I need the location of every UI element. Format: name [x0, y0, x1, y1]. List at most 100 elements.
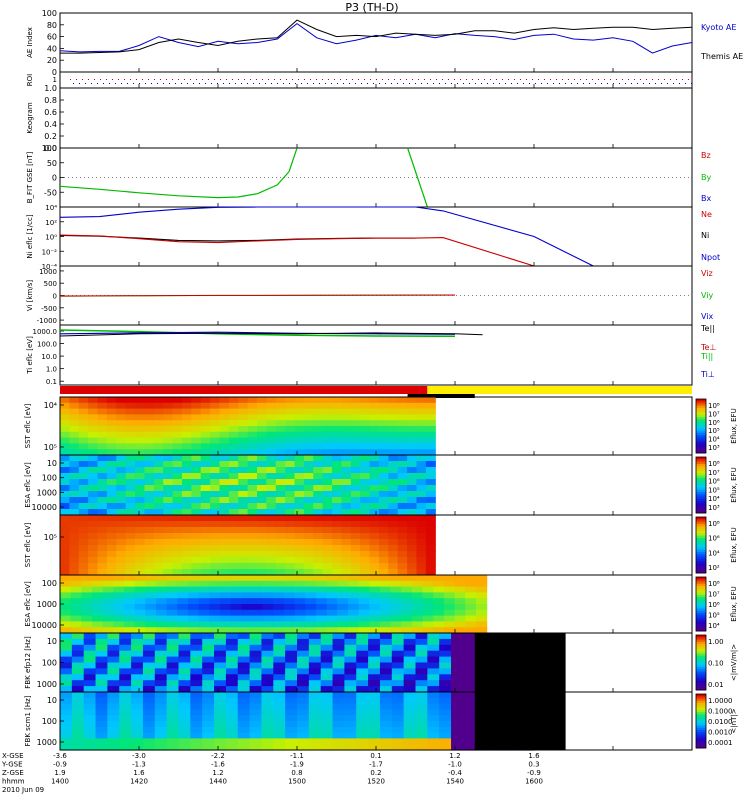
heat-cell — [273, 604, 285, 611]
heat-cell — [294, 539, 305, 546]
heat-cell — [166, 615, 178, 622]
heat-cell — [303, 509, 314, 516]
heat-cell — [427, 697, 440, 705]
heat-cell — [388, 461, 399, 468]
heat-cell — [106, 539, 117, 546]
heat-cell — [214, 744, 227, 751]
heat-cell — [285, 674, 298, 681]
heat-cell — [397, 503, 408, 510]
heat-cell — [178, 692, 191, 699]
heat-cell — [294, 420, 305, 427]
heat-cell — [172, 485, 183, 492]
roi-dot — [304, 79, 305, 80]
heat-cell — [344, 650, 357, 658]
heat-cell — [341, 485, 352, 492]
heat-cell — [378, 551, 389, 558]
heat-cell — [83, 697, 97, 705]
heat-cell — [214, 633, 227, 640]
heat-cell — [369, 397, 380, 404]
heat-cell — [153, 455, 164, 462]
footer-hhmm-value: 1400 — [51, 778, 69, 786]
heat-cell — [439, 703, 452, 710]
heat-cell — [320, 703, 334, 710]
heat-cell — [241, 627, 253, 634]
heat-cell — [237, 692, 251, 699]
heat-cell — [285, 563, 296, 570]
heat-cell — [145, 609, 157, 617]
heat-cell — [181, 467, 192, 474]
roi-ylabel: ROI — [26, 74, 34, 86]
heat-cell — [125, 515, 136, 522]
heat-cell — [238, 527, 249, 534]
heat-cell — [154, 709, 168, 716]
heat-cell — [187, 604, 200, 611]
roi-dot — [670, 79, 671, 80]
heat-cell — [247, 420, 258, 427]
heat-cell — [358, 575, 370, 582]
heat-cell — [78, 509, 89, 516]
heat-cell — [422, 598, 434, 605]
heat-cell — [202, 721, 215, 728]
sst-ion-colorbar-label: 10³ — [708, 444, 720, 452]
heat-cell — [135, 449, 146, 456]
heat-cell — [273, 638, 286, 646]
heat-cell — [131, 721, 144, 728]
heat-cell — [356, 656, 369, 664]
heat-cell — [358, 580, 370, 588]
heat-cell — [210, 491, 221, 498]
heat-cell — [337, 580, 349, 588]
sst-e-colorbar-cell — [696, 561, 706, 565]
heat-cell — [131, 680, 144, 687]
heat-cell — [219, 621, 232, 628]
heat-cell — [275, 479, 286, 486]
heat-cell — [200, 491, 211, 498]
heat-cell — [249, 633, 263, 640]
heat-cell — [191, 527, 202, 534]
heat-cell — [305, 627, 317, 634]
heat-cell — [368, 726, 381, 734]
heat-cell — [261, 697, 274, 705]
heat-cell — [425, 533, 436, 540]
footer-x_gse-value: -3.0 — [132, 752, 146, 760]
heat-cell — [163, 420, 174, 427]
heat-cell — [388, 563, 399, 570]
heat-cell — [106, 402, 117, 410]
heat-cell — [388, 449, 399, 456]
esa-ion-colorbar-cell — [696, 487, 706, 491]
heat-cell — [116, 533, 127, 540]
heat-cell — [341, 539, 352, 546]
heat-cell — [356, 732, 369, 739]
heat-cell — [172, 491, 183, 498]
heat-cell — [187, 615, 200, 622]
roi-dot — [271, 83, 272, 84]
heat-cell — [411, 586, 424, 593]
heat-cell — [388, 491, 399, 498]
heat-cell — [228, 414, 239, 421]
heat-cell — [262, 615, 274, 622]
heat-cell — [210, 539, 221, 546]
heat-cell — [106, 455, 117, 462]
heat-cell — [360, 563, 371, 570]
heat-cell — [439, 680, 452, 687]
heat-cell — [401, 615, 413, 622]
heat-cell — [320, 709, 334, 716]
heat-cell — [332, 402, 343, 410]
heat-cell — [219, 604, 232, 611]
fbk-b-colorbar-label: 0.0010 — [708, 729, 733, 737]
heat-cell — [181, 539, 192, 546]
heat-cell — [275, 485, 286, 492]
heat-cell — [369, 545, 380, 552]
heat-cell — [285, 491, 296, 498]
sst-e-colorbar-cell — [696, 535, 706, 539]
heat-cell — [249, 644, 263, 652]
heat-cell — [135, 497, 146, 504]
heat-cell — [294, 509, 305, 516]
heat-cell — [237, 726, 251, 734]
heat-cell — [144, 402, 155, 410]
heat-cell — [225, 732, 239, 739]
esa-ion-tick-label: 10000 — [32, 503, 57, 512]
heat-cell — [78, 455, 89, 462]
heat-cell — [106, 437, 117, 444]
heat-cell — [415, 680, 428, 687]
fbk-e-colorbar-cell — [696, 671, 706, 675]
